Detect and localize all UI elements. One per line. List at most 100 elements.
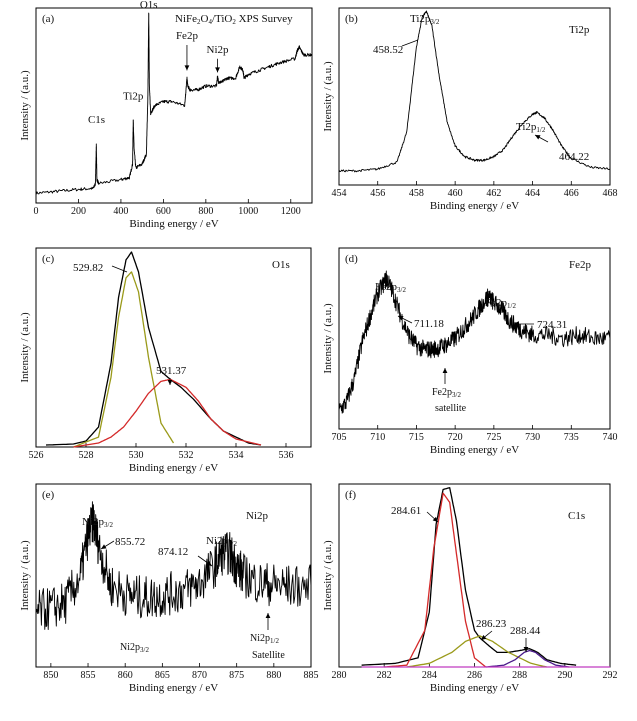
x-tick-label: 870	[192, 670, 207, 681]
peak-orbital-subscript: 1/2	[507, 302, 516, 310]
panel-title: Ni2p	[246, 510, 269, 522]
x-tick-label: 725	[486, 432, 501, 443]
x-axis-label: Binding energy / eV	[129, 462, 218, 474]
data-series	[73, 378, 262, 448]
x-axis-label: Binding energy / eV	[129, 218, 218, 230]
x-tick-label: 710	[370, 432, 385, 443]
satellite-label: Satellite	[252, 650, 285, 661]
x-axis-label: Binding energy / eV	[430, 200, 519, 212]
peak-orbital-subscript: 3/2	[104, 521, 113, 529]
subscript: 2	[197, 18, 201, 26]
peak-name: Ni2p1/2	[250, 633, 279, 645]
peak-element: Ni2p	[250, 633, 270, 644]
pointer-line	[111, 265, 128, 273]
subscript: 2	[232, 18, 236, 26]
plot-frame	[35, 483, 312, 668]
x-tick-label: 855	[81, 670, 96, 681]
arrow-head	[167, 380, 173, 385]
x-tick-label: 600	[156, 206, 171, 217]
y-axis-label: Intensity / (a.u.)	[19, 70, 31, 141]
x-tick-label: 528	[79, 450, 94, 461]
x-tick-label: 532	[179, 450, 194, 461]
data-series	[45, 251, 262, 446]
panel-label: (a)	[42, 13, 55, 25]
peak-element: Ti2p	[516, 121, 537, 133]
peak-element: Ti2p	[410, 13, 431, 25]
x-tick-label: 200	[71, 206, 86, 217]
x-tick-label: 288	[512, 670, 527, 681]
arrow-head	[215, 67, 220, 73]
x-tick-label: 715	[409, 432, 424, 443]
title-segment: XPS Survey	[236, 13, 293, 25]
peak-value: 286.23	[476, 618, 507, 630]
data-series	[35, 12, 313, 195]
data-series	[485, 649, 570, 668]
subscript: 4	[208, 18, 212, 26]
y-axis-label: Intensity / (a.u.)	[19, 312, 31, 383]
x-tick-label: 454	[332, 188, 347, 199]
x-tick-label: 536	[279, 450, 294, 461]
x-tick-label: 735	[564, 432, 579, 443]
peak-element: Ni2p	[82, 516, 105, 528]
title-segment: O	[201, 13, 209, 25]
peak-name: Fe2p1/2	[485, 297, 516, 310]
peak-label: Ni2p	[207, 44, 230, 56]
peak-value: 284.61	[391, 505, 421, 517]
arrow-head	[206, 561, 212, 566]
arrow-head	[265, 613, 271, 618]
panel-label: (c)	[42, 253, 55, 265]
arrow-head	[442, 368, 448, 373]
x-tick-label: 885	[304, 670, 319, 681]
x-tick-label: 292	[603, 670, 618, 681]
y-axis-label: Intensity / (a.u.)	[322, 303, 334, 374]
plot-frame	[35, 7, 313, 204]
peak-name: Ti2p3/2	[410, 13, 440, 26]
peak-label: C1s	[88, 114, 105, 126]
data-series	[361, 487, 577, 666]
data-series	[406, 635, 547, 668]
satellite-label: satellite	[435, 403, 467, 414]
x-tick-label: 284	[422, 670, 437, 681]
x-tick-label: 865	[155, 670, 170, 681]
peak-value: 874.12	[158, 546, 188, 558]
peak-orbital-subscript: 3/2	[430, 18, 439, 26]
x-tick-label: 850	[43, 670, 58, 681]
peak-orbital-subscript: 1/2	[536, 126, 545, 134]
x-tick-label: 705	[332, 432, 347, 443]
arrow-head	[101, 544, 107, 549]
panel-label: (f)	[345, 489, 356, 501]
data-series	[338, 10, 611, 173]
panel-title: Fe2p	[569, 259, 592, 271]
plot-frame	[35, 247, 312, 448]
arrow-head	[513, 321, 518, 327]
x-tick-label: 0	[34, 206, 39, 217]
peak-orbital-subscript: 1/2	[228, 540, 237, 548]
x-tick-label: 526	[29, 450, 44, 461]
panel-title: C1s	[568, 510, 585, 522]
panel-title: O1s	[272, 259, 290, 271]
peak-element: Fe2p	[375, 281, 398, 293]
peak-value: 288.44	[510, 625, 541, 637]
x-tick-label: 286	[467, 670, 482, 681]
title-segment: /TiO	[212, 13, 232, 25]
panel-label: (e)	[42, 489, 55, 501]
peak-value: 531.37	[156, 365, 187, 377]
data-series	[338, 270, 611, 414]
peak-label: O1s	[140, 0, 158, 11]
y-axis-label: Intensity / (a.u.)	[322, 61, 334, 132]
peak-orbital-subscript: 3/2	[452, 391, 461, 399]
x-tick-label: 458	[409, 188, 424, 199]
x-tick-label: 720	[448, 432, 463, 443]
panel-label: (d)	[345, 253, 358, 265]
peak-name: Ni2p1/2	[206, 535, 237, 548]
plot-frame	[338, 7, 611, 186]
x-axis-label: Binding energy / eV	[430, 682, 519, 694]
arrow-head	[432, 516, 438, 522]
peak-value: 529.82	[73, 262, 103, 274]
peak-value: 724.31	[537, 319, 567, 331]
x-tick-label: 875	[229, 670, 244, 681]
y-axis-label: Intensity / (a.u.)	[19, 540, 31, 611]
peak-orbital-subscript: 3/2	[397, 286, 406, 294]
peak-orbital-subscript: 3/2	[140, 646, 149, 654]
